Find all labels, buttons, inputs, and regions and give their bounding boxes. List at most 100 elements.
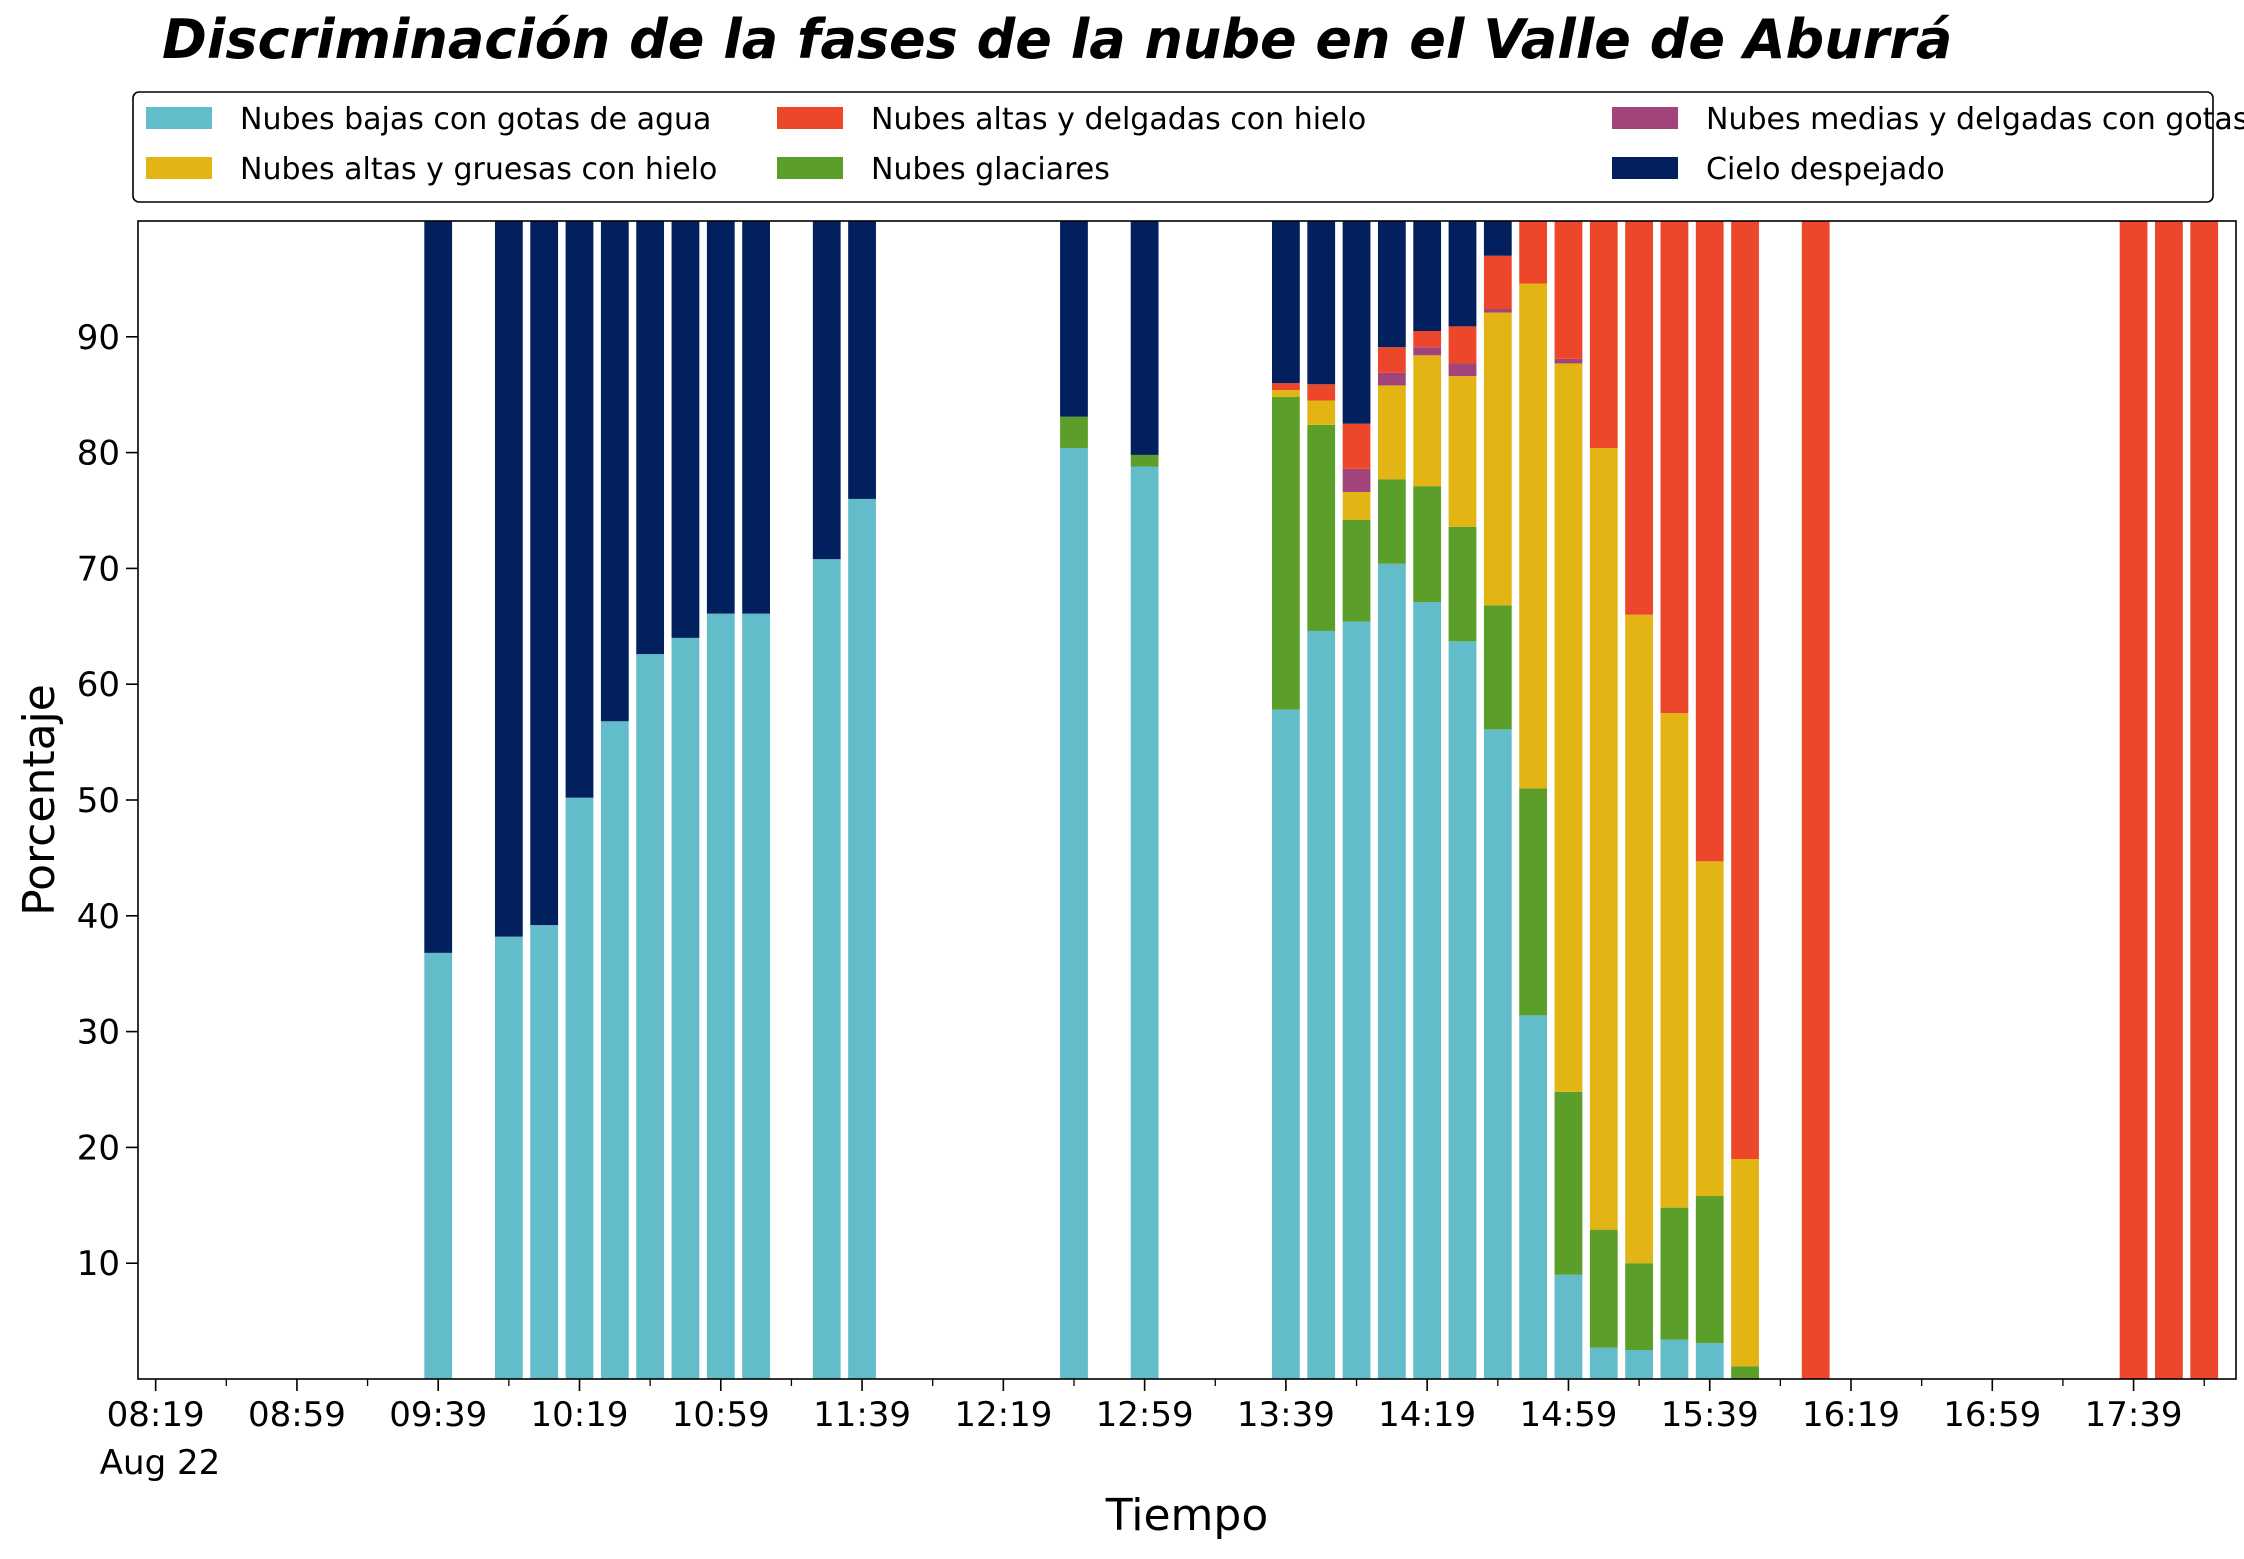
bar-segment [1519,788,1548,1016]
bar-segment [742,613,770,1379]
bar-segment [1307,221,1336,385]
bar-segment [1448,326,1477,364]
legend-label: Nubes altas y delgadas con hielo [871,102,1366,137]
x-tick-label: 13:39 [1237,1395,1335,1435]
bar-segment [1519,1015,1548,1379]
bar-segment [1519,221,1548,284]
x-tick-label: 14:59 [1519,1395,1617,1435]
bar-segment [494,936,523,1379]
bar-segment [1307,384,1336,401]
bar-segment [1448,641,1477,1379]
y-tick-label: 80 [77,434,120,474]
bar-segment [1731,1158,1759,1367]
x-tick-label: 10:19 [531,1395,629,1435]
bar-segment [1060,221,1088,417]
bar-segment [565,797,594,1379]
x-axis-label: Tiempo [1105,1490,1269,1541]
bar-segment [1660,221,1689,714]
bar-segment [1660,1207,1689,1340]
bar-segment [600,221,629,722]
y-tick-label: 20 [77,1128,120,1168]
bar-segment [1377,372,1406,386]
x-tick-label: 09:39 [389,1395,487,1435]
x-axis: Aug 22 08:19 08:59 09:39 10:19 10:59 11:39 12:… [100,1379,2205,1483]
legend-label: Nubes medias y delgadas con gotas de agu… [1706,102,2244,137]
x-tick-label: 12:59 [1096,1395,1194,1435]
bar-segment [1060,416,1088,448]
bar-segment [1483,255,1512,310]
bar-segment [1307,400,1336,425]
bar-segment [1554,221,1583,359]
bar-segment [1130,454,1159,467]
bar-segment [848,221,876,499]
bar-segment [1695,1343,1724,1379]
bar-segment [1130,466,1159,1379]
bar-segment [1413,221,1442,332]
x-tick-label: 08:19 [107,1395,205,1435]
bar-segment [1554,358,1583,364]
bar-segment [1589,1347,1618,1379]
bar-segment [1413,486,1442,602]
bar-segment [1801,221,1830,1379]
bar-segment [600,721,629,1379]
bar-segment [1554,363,1583,1092]
bar-segment [1483,729,1512,1379]
bar-segment [1660,713,1689,1208]
bar-segment [1272,709,1300,1379]
bar-segment [1448,221,1477,327]
y-tick-label: 30 [77,1013,120,1053]
bar-segment [1272,221,1300,384]
chart-title: Discriminación de la fases de la nube en… [162,8,1952,71]
legend-swatch [1612,107,1678,129]
bar-segment [1060,447,1088,1380]
bar-segment [424,221,453,953]
plot-frame [137,220,2237,1380]
bar-segment [1625,1263,1653,1351]
bar-segment [1625,614,1653,1264]
legend: Nubes bajas con gotas de agua Nubes altas… [132,91,2244,203]
bar-segment [1483,309,1512,313]
bar-segment [1483,221,1512,256]
x-tick-label: 10:59 [672,1395,770,1435]
legend-swatch [777,157,843,179]
plot-area [137,220,2237,1380]
bar-segment [1695,221,1724,862]
bar-segment [2119,221,2148,1379]
bar-segment [1413,355,1442,487]
bar-segment [1695,861,1724,1197]
bar-segment [1695,1196,1724,1344]
bar-segment [1483,312,1512,606]
bars [424,221,2219,1380]
x-tick-label: 17:39 [2085,1395,2183,1435]
y-axis-label: Porcentaje [14,684,65,916]
bar-segment [565,221,594,798]
bar-segment [1731,221,1759,1159]
y-tick-label: 40 [77,897,120,937]
bar-segment [1307,630,1336,1379]
bar-segment [1554,1091,1583,1275]
bar-segment [706,221,735,614]
x-date-label: Aug 22 [100,1443,220,1483]
bar-segment [1342,221,1371,424]
y-tick-label: 70 [77,549,120,589]
bar-segment [1342,423,1371,469]
bar-segment [2190,221,2219,1379]
x-tick-label: 16:59 [1943,1395,2041,1435]
bar-segment [706,613,735,1379]
bar-segment [1342,621,1371,1379]
bar-segment [1554,1274,1583,1379]
bar-segment [1272,383,1300,391]
y-axis: 10 20 30 40 50 60 70 80 90 [77,318,138,1284]
x-tick-label: 12:19 [954,1395,1052,1435]
bar-segment [1413,601,1442,1379]
bar-segment [530,925,559,1379]
bar-segment [742,221,770,614]
legend-swatch [1612,157,1678,179]
bar-segment [494,221,523,937]
bar-segment [2155,221,2183,1379]
bar-segment [1377,479,1406,564]
bar-segment [1519,283,1548,789]
bar-segment [1377,347,1406,373]
bar-segment [671,637,700,1379]
